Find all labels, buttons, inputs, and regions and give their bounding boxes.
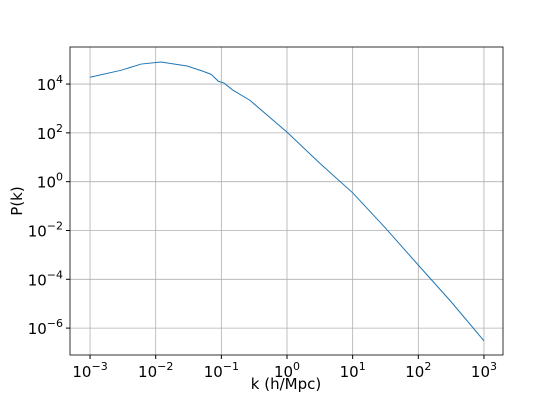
- x-tick-label: 100: [274, 360, 300, 381]
- y-tick-label: 10−4: [28, 268, 63, 289]
- y-tick-label: 10−6: [28, 317, 63, 338]
- x-tick-label: 10−3: [72, 360, 107, 381]
- y-tick-label: 104: [37, 73, 63, 94]
- y-tick-label: 100: [37, 171, 63, 192]
- y-tick-label: 10−2: [28, 219, 63, 240]
- x-tick-label: 10−1: [204, 360, 239, 381]
- x-tick-label: 101: [340, 360, 366, 381]
- plot-frame: [69, 46, 504, 356]
- x-tick-label: 102: [405, 360, 431, 381]
- data-line: [89, 61, 485, 342]
- x-axis-label: k (h/Mpc): [251, 375, 321, 393]
- x-tick-label: 10−2: [138, 360, 173, 381]
- y-axis-label: P(k): [8, 186, 26, 215]
- x-tick-label: 103: [471, 360, 497, 381]
- y-tick-label: 102: [37, 122, 63, 143]
